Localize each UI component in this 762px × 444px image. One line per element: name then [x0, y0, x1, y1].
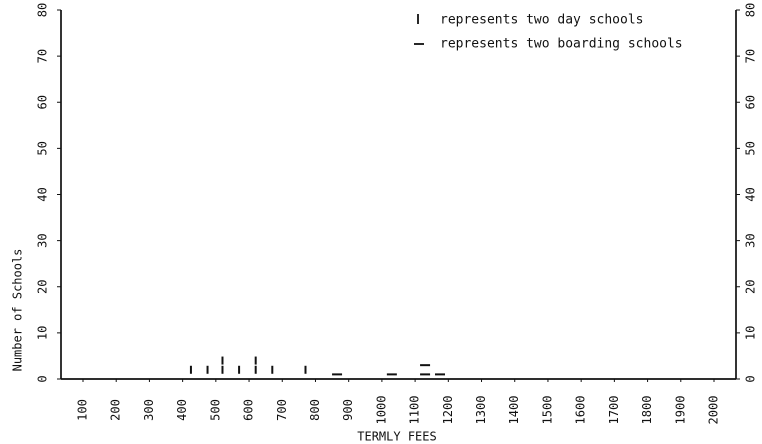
left-y-tick-label: 0: [36, 375, 50, 382]
left-y-tick-label: 30: [36, 233, 50, 247]
x-tick-label: 700: [275, 399, 289, 421]
left-y-tick-label: 80: [36, 3, 50, 17]
x-tick-label: 300: [142, 399, 156, 421]
x-tick-label: 1300: [474, 396, 488, 425]
x-tick-label: 900: [341, 399, 355, 421]
right-y-tick-label: 40: [744, 187, 758, 201]
x-tick-label: 1400: [507, 396, 521, 425]
x-tick-label: 2000: [707, 396, 721, 425]
right-y-tick-label: 50: [744, 141, 758, 155]
left-y-tick-label: 40: [36, 187, 50, 201]
x-axis-label: TERMLY FEES: [357, 430, 436, 444]
x-tick-label: 1100: [408, 396, 422, 425]
x-tick-label: 1600: [574, 396, 588, 425]
legend-day-label: represents two day schools: [440, 13, 644, 28]
left-y-tick-label: 20: [36, 280, 50, 294]
x-tick-label: 400: [175, 399, 189, 421]
left-y-tick-label: 10: [36, 326, 50, 340]
right-y-tick-label: 20: [744, 280, 758, 294]
right-y-tick-label: 30: [744, 233, 758, 247]
right-y-tick-label: 60: [744, 95, 758, 109]
left-y-tick-label: 50: [36, 141, 50, 155]
x-tick-label: 1200: [441, 396, 455, 425]
x-tick-label: 800: [308, 399, 322, 421]
right-y-tick-label: 70: [744, 49, 758, 63]
x-tick-label: 1000: [374, 396, 388, 425]
right-y-tick-label: 10: [744, 326, 758, 340]
x-tick-label: 200: [109, 399, 123, 421]
left-y-tick-label: 60: [36, 95, 50, 109]
x-tick-label: 600: [242, 399, 256, 421]
legend-boarding-label: represents two boarding schools: [440, 37, 683, 52]
right-y-tick-label: 80: [744, 3, 758, 17]
right-y-tick-label: 0: [744, 375, 758, 382]
x-tick-label: 1800: [640, 396, 654, 425]
x-tick-label: 100: [76, 399, 90, 421]
y-axis-label: Number of Schools: [11, 249, 25, 372]
x-tick-label: 500: [208, 399, 222, 421]
left-y-tick-label: 70: [36, 49, 50, 63]
x-tick-label: 1500: [540, 396, 554, 425]
x-tick-label: 1900: [673, 396, 687, 425]
x-tick-label: 1700: [607, 396, 621, 425]
